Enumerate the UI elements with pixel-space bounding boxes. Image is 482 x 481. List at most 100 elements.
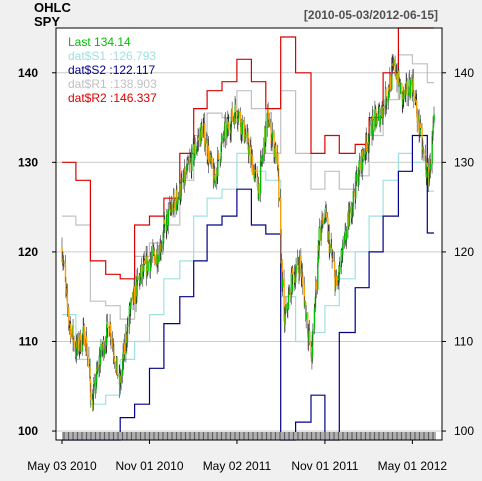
ohlc-bar: [244, 135, 247, 137]
ohlc-bar: [372, 120, 375, 130]
ohlc-bar: [170, 204, 173, 213]
ohlc-bar: [64, 262, 67, 282]
ohlc-bar: [90, 391, 92, 401]
ohlc-bar: [339, 265, 341, 273]
ohlc-bar: [375, 109, 377, 116]
ohlc-bar: [368, 121, 371, 136]
date-range-label: [2010-05-03/2012-06-15]: [304, 8, 438, 22]
ohlc-bar: [160, 248, 162, 253]
ohlc-bar: [260, 157, 263, 162]
ohlc-bar: [238, 111, 240, 114]
ohlc-bar: [193, 144, 195, 161]
ohlc-bar: [332, 259, 334, 261]
ohlc-bar: [362, 156, 365, 159]
ohlc-bar: [388, 86, 390, 91]
ohlc-bar: [254, 170, 257, 174]
ohlc-bar: [61, 247, 63, 260]
ohlc-bar: [305, 302, 307, 320]
ohlc-bar: [130, 301, 132, 309]
y-tick-label-right: 140: [454, 66, 474, 80]
ohlc-bar: [68, 307, 70, 322]
ohlc-bar: [236, 118, 239, 123]
ohlc-bar: [344, 231, 347, 241]
ohlc-bar: [224, 122, 227, 139]
ohlc-bar: [357, 176, 360, 185]
ohlc-bar: [247, 132, 249, 148]
y-tick-label-right: 100: [454, 424, 474, 438]
ohlc-bar: [338, 266, 340, 281]
ohlc-bar: [143, 262, 145, 272]
ohlc-bar: [277, 166, 280, 177]
ohlc-bar: [295, 264, 297, 274]
ohlc-bar: [86, 354, 89, 357]
ohlc-bar: [281, 260, 283, 288]
ohlc-bar: [96, 368, 98, 383]
ohlc-bar: [374, 109, 376, 130]
ohlc-bar: [351, 216, 353, 219]
y-tick-label: 130: [18, 155, 38, 169]
ohlc-bar: [234, 104, 237, 113]
legend-item-R2: dat$R2 :146.337: [68, 91, 157, 105]
ohlc-bar: [317, 245, 319, 263]
ohlc-bar: [69, 324, 71, 326]
ohlc-bar: [186, 164, 188, 173]
ohlc-bar: [348, 212, 351, 227]
ohlc-bar: [433, 114, 435, 121]
ohlc-bar: [113, 358, 116, 363]
ohlc-bar: [280, 234, 282, 264]
ohlc-bar: [83, 325, 85, 346]
ohlc-bar: [255, 170, 257, 172]
ohlc-bar: [388, 90, 391, 92]
ohlc-bar: [385, 102, 388, 106]
ohlc-bar: [385, 89, 387, 106]
ohlc-bar: [230, 118, 232, 133]
ohlc-bar: [406, 81, 408, 96]
ohlc-bar: [408, 80, 411, 94]
ohlc-bar: [106, 324, 108, 346]
ohlc-bar: [93, 386, 95, 394]
ohlc-bar: [256, 170, 258, 178]
ohlc-bar: [159, 243, 162, 253]
ohlc-bar: [180, 181, 182, 197]
ohlc-bar: [200, 124, 202, 145]
ohlc-bar: [358, 160, 361, 164]
ohlc-bar: [209, 158, 211, 163]
ohlc-bar: [218, 153, 220, 160]
y-tick-label-right: 130: [454, 155, 474, 169]
ohlc-bar: [294, 273, 297, 283]
ohlc-bar: [89, 366, 91, 379]
ohlc-bar: [349, 206, 351, 213]
ohlc-bar: [174, 200, 176, 211]
ohlc-bar: [120, 375, 122, 383]
ohlc-bar: [377, 111, 380, 121]
ohlc-bar: [368, 135, 370, 145]
ohlc-bar: [329, 243, 331, 254]
ohlc-bar: [123, 342, 126, 355]
ohlc-bar: [137, 277, 139, 281]
ohlc-bar: [103, 349, 106, 356]
ohlc-bar: [236, 112, 238, 119]
ohlc-bar: [405, 81, 407, 88]
ohlc-bar: [419, 123, 422, 129]
legend-item-R1: dat$R1 :138.903: [68, 77, 157, 91]
ohlc-bar: [88, 356, 90, 368]
ohlc-bar: [133, 289, 135, 303]
x-axis: May 03 2010 Nov 01 2010 May 02 2011 Nov 01 …: [27, 440, 447, 473]
ohlc-bar: [136, 275, 139, 278]
ohlc-bar: [426, 162, 429, 168]
ohlc-bar: [391, 65, 393, 90]
x-tick-label: May 03 2010: [27, 459, 97, 473]
ohlc-bar: [341, 254, 344, 261]
ohlc-bar: [116, 356, 119, 376]
ohlc-bar: [314, 308, 316, 310]
ohlc-bar: [182, 178, 184, 180]
ohlc-bar: [393, 59, 395, 67]
ohlc-bar: [311, 357, 313, 362]
ohlc-bar: [241, 122, 244, 135]
ohlc-bar: [352, 206, 354, 208]
ohlc-bar: [250, 153, 253, 161]
ohlc-bar: [65, 281, 67, 288]
ohlc-bar: [320, 225, 323, 227]
ohlc-bar: [111, 338, 114, 344]
ohlc-bar: [129, 308, 132, 315]
